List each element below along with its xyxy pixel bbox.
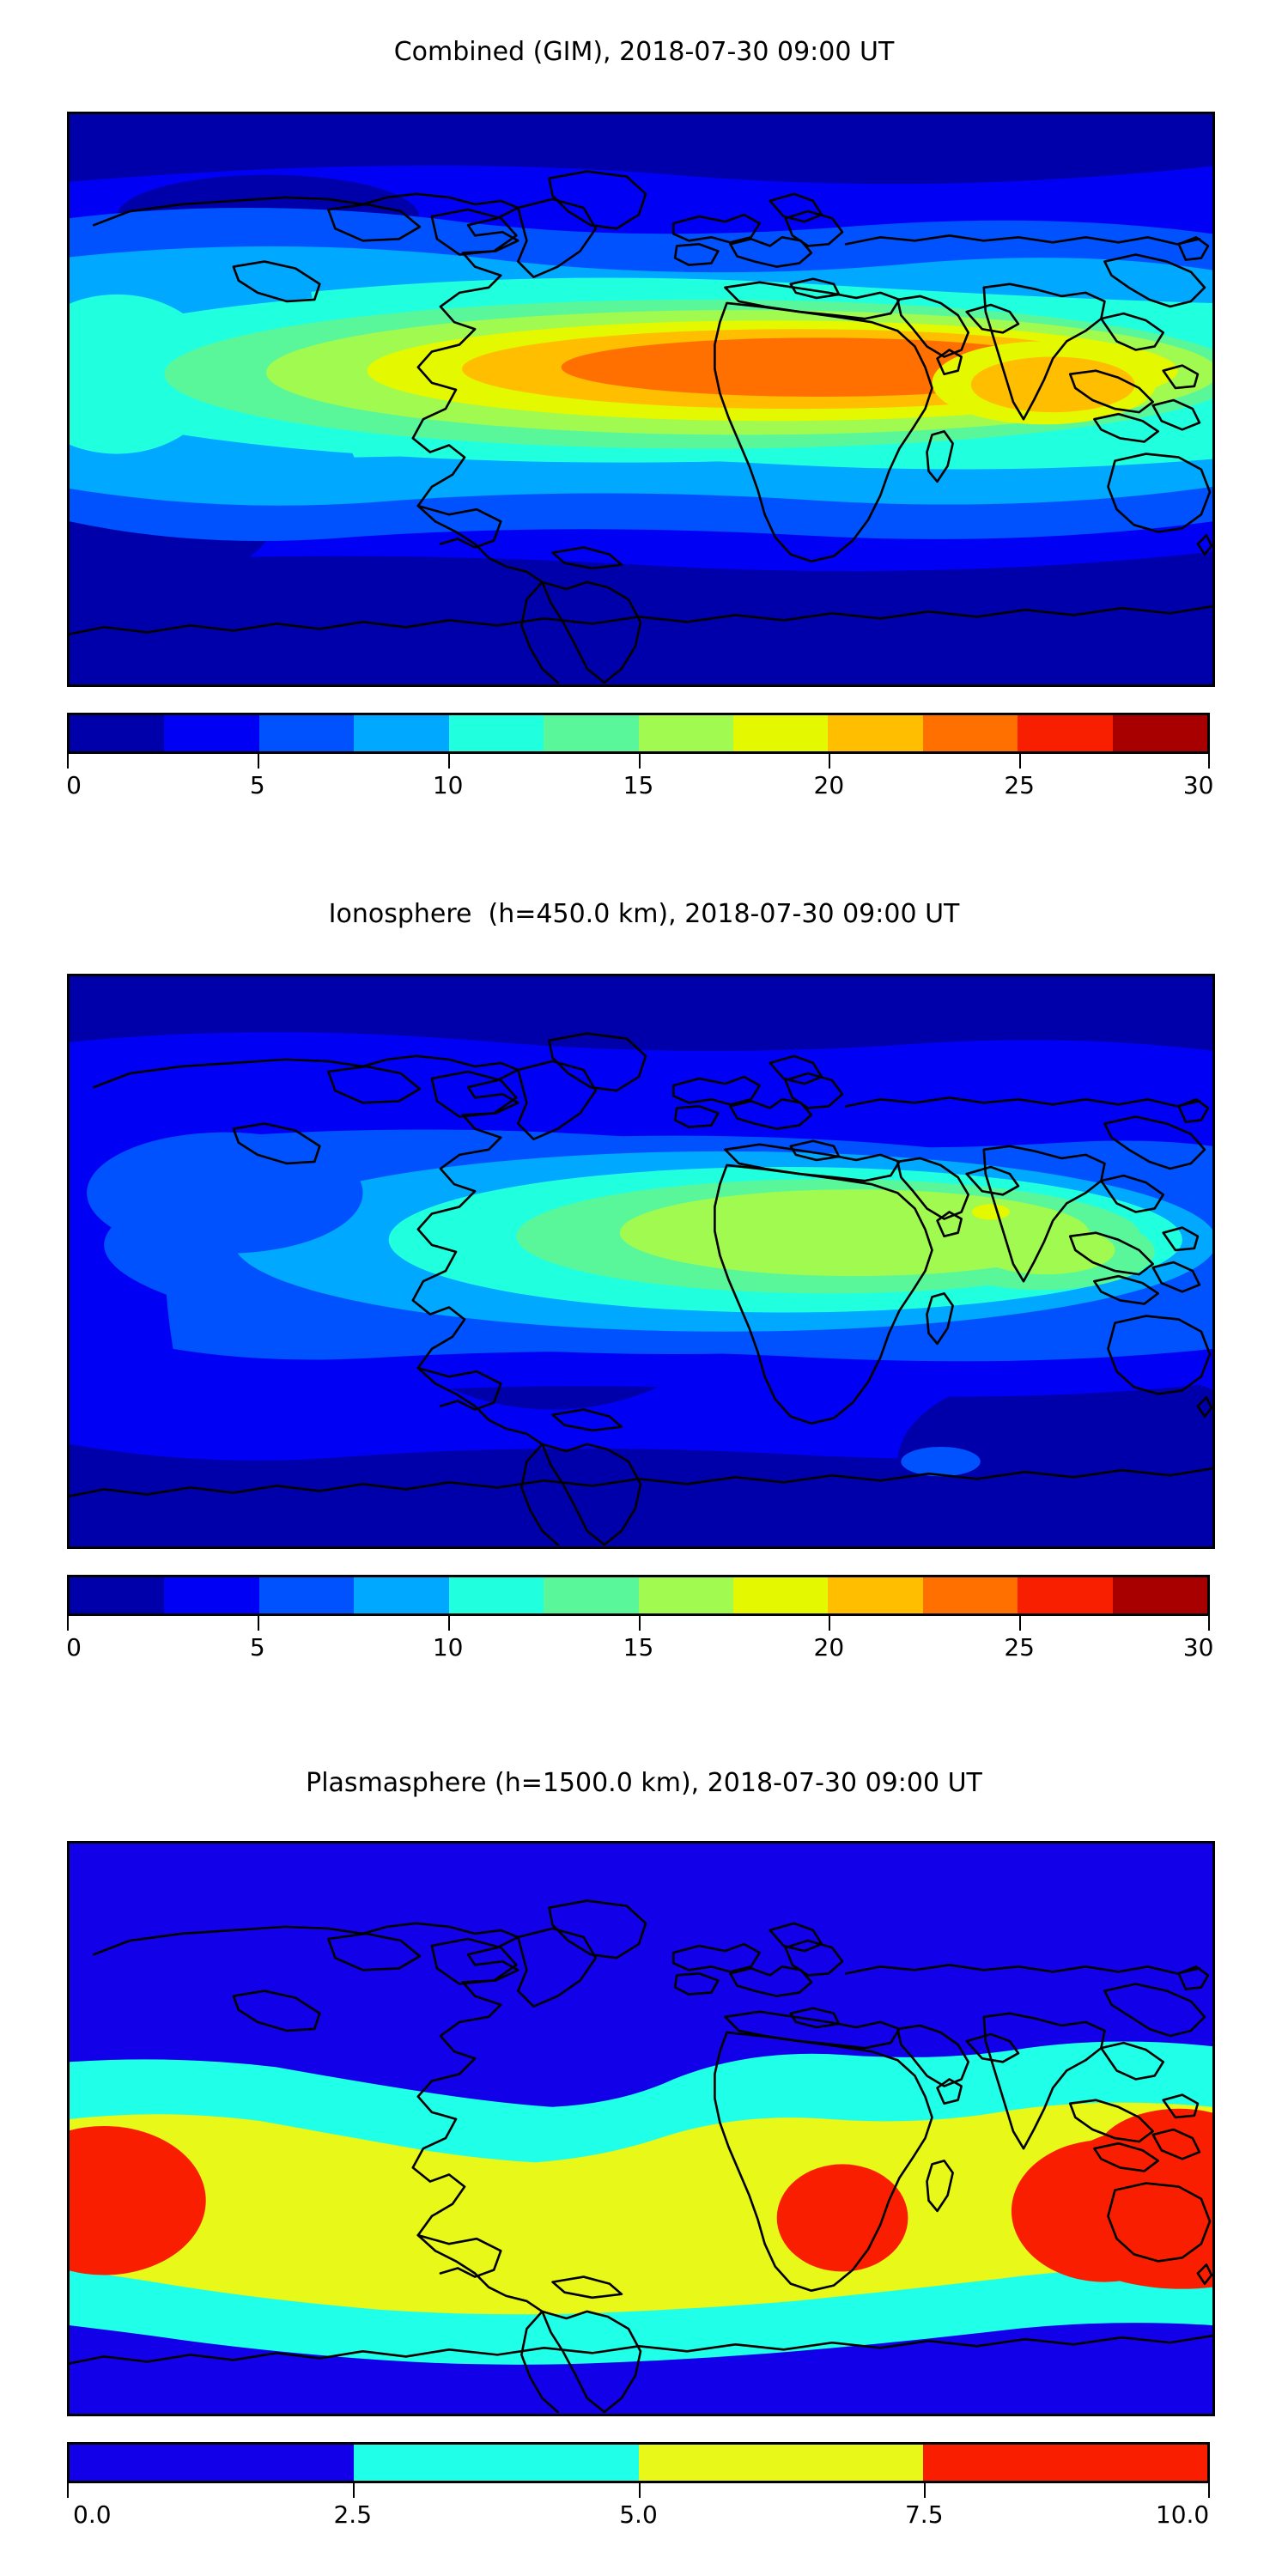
panel-ionosphere: Ionosphere (h=450.0 km), 2018-07-30 09:0…	[0, 869, 1288, 1736]
colorbar-ticks-combined	[67, 754, 1210, 771]
colorbar-segment	[258, 1577, 355, 1613]
colorbar-segment	[922, 1577, 1018, 1613]
colorbar-bar-combined[interactable]	[67, 713, 1210, 754]
colorbar-combined: 0 5 10 15 20 25 30	[66, 713, 1214, 805]
panel-title-plasmasphere: Plasmasphere (h=1500.0 km), 2018-07-30 0…	[306, 1768, 982, 1798]
colorbar-tick-label: 15	[623, 1633, 654, 1662]
colorbar-segment	[258, 715, 355, 751]
colorbar-tick-label: 10.0	[1155, 2500, 1210, 2529]
panel-title-combined: Combined (GIM), 2018-07-30 09:00 UT	[393, 37, 895, 67]
colorbar-tick-label: 5	[249, 1633, 265, 1662]
colorbar-segment	[732, 715, 829, 751]
panel-title-ionosphere: Ionosphere (h=450.0 km), 2018-07-30 09:0…	[328, 899, 960, 929]
colorbar-segment	[1018, 715, 1113, 751]
map-canvas-combined	[70, 114, 1212, 684]
colorbar-tick-label: 2.5	[333, 2500, 373, 2529]
colorbar-segment	[164, 715, 259, 751]
colorbar-segment	[164, 1577, 259, 1613]
colorbar-segment	[70, 2445, 355, 2481]
colorbar-labels-combined: 0 5 10 15 20 25 30	[66, 771, 1213, 805]
colorbar-segment	[354, 1577, 449, 1613]
colorbar-segment	[638, 2445, 923, 2481]
colorbar-tick-label: 25	[1004, 771, 1035, 799]
map-axes-combined[interactable]	[67, 112, 1215, 687]
colorbar-bar-plasmasphere[interactable]	[67, 2442, 1210, 2483]
colorbar-segment	[638, 715, 733, 751]
map-axes-ionosphere[interactable]	[67, 974, 1215, 1549]
colorbar-tick-label: 15	[623, 771, 654, 799]
colorbar-segment	[70, 715, 165, 751]
colorbar-segment	[1112, 715, 1208, 751]
colorbar-tick-label: 20	[813, 1633, 845, 1662]
colorbar-ticks-plasmasphere	[67, 2483, 1210, 2500]
panel-plasmasphere: Plasmasphere (h=1500.0 km), 2018-07-30 0…	[0, 1736, 1288, 2576]
map-canvas-ionosphere	[70, 976, 1212, 1546]
colorbar-tick-label: 7.5	[904, 2500, 944, 2529]
colorbar-tick-label: 10	[432, 1633, 464, 1662]
colorbar-segment	[354, 2445, 639, 2481]
colorbar-tick-label: 5	[249, 771, 265, 799]
map-canvas-plasmasphere	[70, 1844, 1212, 2414]
colorbar-segment	[70, 1577, 165, 1613]
colorbar-tick-label: 0	[66, 771, 82, 799]
colorbar-segment	[354, 715, 449, 751]
colorbar-tick-label: 20	[813, 771, 845, 799]
colorbar-segment	[448, 1577, 544, 1613]
colorbar-segment	[922, 2445, 1207, 2481]
colorbar-tick-label: 0.0	[73, 2500, 112, 2529]
map-axes-plasmasphere[interactable]	[67, 1841, 1215, 2416]
colorbar-segment	[638, 1577, 733, 1613]
colorbar-tick-label: 25	[1004, 1633, 1035, 1662]
colorbar-segment	[922, 715, 1018, 751]
colorbar-segment	[1112, 1577, 1208, 1613]
colorbar-segment	[828, 1577, 923, 1613]
panel-combined: Combined (GIM), 2018-07-30 09:00 UT	[0, 0, 1288, 859]
colorbar-tick-label: 0	[66, 1633, 82, 1662]
colorbar-labels-plasmasphere: 0.0 2.5 5.0 7.5 10.0	[67, 2500, 1210, 2535]
colorbar-segment	[828, 715, 923, 751]
colorbar-ticks-ionosphere	[67, 1616, 1210, 1633]
colorbar-segment	[448, 715, 544, 751]
colorbar-segment	[544, 715, 639, 751]
colorbar-tick-label: 10	[432, 771, 464, 799]
colorbar-tick-label: 30	[1182, 1633, 1214, 1662]
colorbar-segment	[544, 1577, 639, 1613]
colorbar-tick-label: 5.0	[619, 2500, 658, 2529]
colorbar-labels-ionosphere: 0 5 10 15 20 25 30	[66, 1633, 1213, 1668]
colorbar-ionosphere: 0 5 10 15 20 25 30	[66, 1575, 1214, 1668]
colorbar-bar-ionosphere[interactable]	[67, 1575, 1210, 1616]
colorbar-segment	[1018, 1577, 1113, 1613]
colorbar-tick-label: 30	[1182, 771, 1214, 799]
colorbar-plasmasphere: 0.0 2.5 5.0 7.5 10.0	[67, 2442, 1210, 2535]
colorbar-segment	[732, 1577, 829, 1613]
